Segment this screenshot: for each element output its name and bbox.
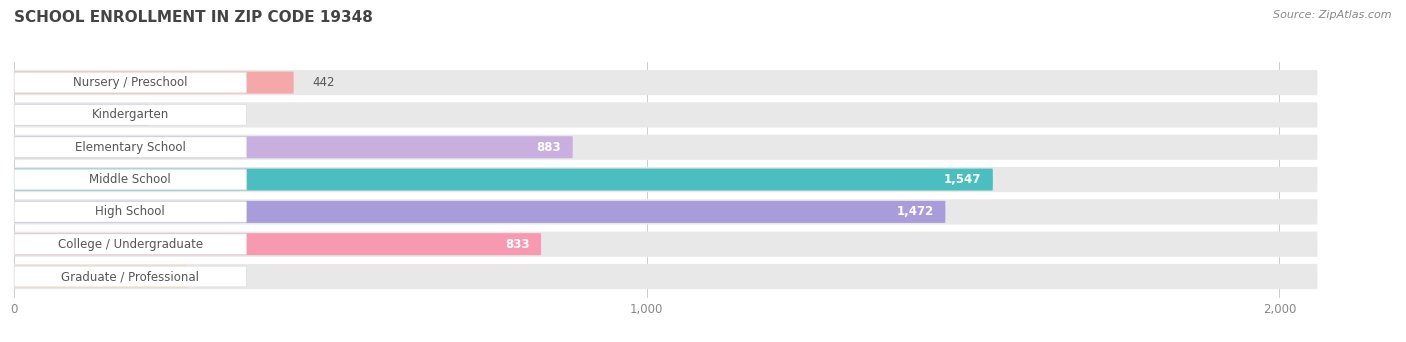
- FancyBboxPatch shape: [14, 104, 149, 126]
- Text: 883: 883: [537, 141, 561, 154]
- Text: Nursery / Preschool: Nursery / Preschool: [73, 76, 187, 89]
- FancyBboxPatch shape: [14, 232, 1317, 257]
- FancyBboxPatch shape: [14, 72, 246, 93]
- Text: Kindergarten: Kindergarten: [91, 108, 169, 121]
- FancyBboxPatch shape: [14, 102, 1317, 128]
- FancyBboxPatch shape: [14, 169, 246, 190]
- Text: 1,472: 1,472: [897, 206, 934, 219]
- FancyBboxPatch shape: [14, 199, 1317, 224]
- FancyBboxPatch shape: [14, 71, 294, 94]
- FancyBboxPatch shape: [14, 136, 572, 158]
- Text: Middle School: Middle School: [90, 173, 172, 186]
- FancyBboxPatch shape: [14, 169, 993, 190]
- FancyBboxPatch shape: [14, 167, 1317, 192]
- Text: SCHOOL ENROLLMENT IN ZIP CODE 19348: SCHOOL ENROLLMENT IN ZIP CODE 19348: [14, 10, 373, 25]
- Text: Graduate / Professional: Graduate / Professional: [62, 270, 200, 283]
- Text: 1,547: 1,547: [943, 173, 981, 186]
- FancyBboxPatch shape: [14, 137, 246, 158]
- Text: 272: 272: [205, 270, 228, 283]
- Text: 442: 442: [312, 76, 335, 89]
- FancyBboxPatch shape: [14, 234, 246, 254]
- FancyBboxPatch shape: [14, 70, 1317, 95]
- FancyBboxPatch shape: [14, 265, 186, 288]
- Text: Elementary School: Elementary School: [75, 141, 186, 154]
- FancyBboxPatch shape: [14, 105, 246, 125]
- FancyBboxPatch shape: [14, 201, 945, 223]
- FancyBboxPatch shape: [14, 135, 1317, 160]
- Text: 833: 833: [505, 238, 530, 251]
- Text: High School: High School: [96, 206, 165, 219]
- Text: 213: 213: [167, 108, 190, 121]
- FancyBboxPatch shape: [14, 201, 246, 222]
- Text: Source: ZipAtlas.com: Source: ZipAtlas.com: [1274, 10, 1392, 20]
- FancyBboxPatch shape: [14, 233, 541, 255]
- FancyBboxPatch shape: [14, 264, 1317, 289]
- Text: College / Undergraduate: College / Undergraduate: [58, 238, 202, 251]
- FancyBboxPatch shape: [14, 266, 246, 287]
